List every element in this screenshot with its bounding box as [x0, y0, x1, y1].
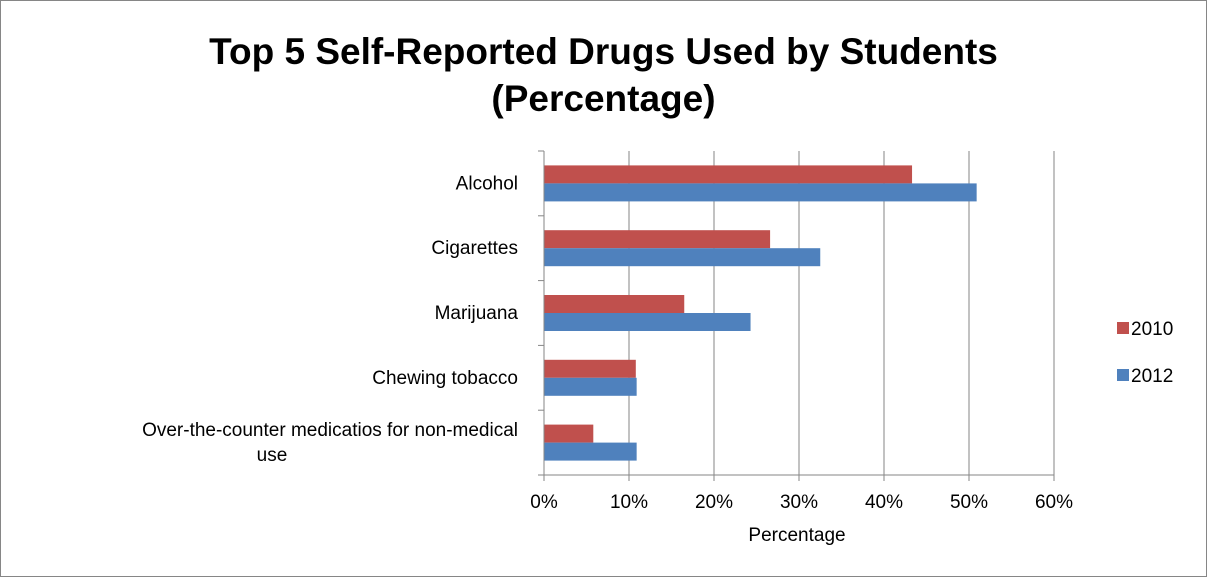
- category-label: Over-the-counter medicatios for non-medi…: [142, 420, 518, 441]
- x-tick-label: 10%: [610, 492, 648, 513]
- chart-title: Top 5 Self-Reported Drugs Used by Studen…: [0, 28, 1207, 122]
- category-label: Alcohol: [456, 173, 518, 194]
- x-tick-label: 0%: [530, 492, 558, 513]
- bar-2010-2: [544, 295, 685, 313]
- legend-label: 2010: [1131, 319, 1173, 340]
- chart-title-line-2: (Percentage): [491, 78, 716, 119]
- bar-2010-3: [544, 359, 636, 378]
- legend-swatch-2010: [1117, 322, 1129, 334]
- x-axis-title: Percentage: [748, 525, 845, 546]
- bar-2010-4: [544, 424, 594, 443]
- bar-2012-3: [544, 377, 637, 396]
- x-tick-label: 20%: [695, 492, 733, 513]
- chart-title-line-1: Top 5 Self-Reported Drugs Used by Studen…: [209, 31, 998, 72]
- category-label: use: [257, 445, 288, 466]
- bar-2012-2: [544, 313, 751, 331]
- bar-2010-0: [544, 165, 913, 184]
- legend-swatch-2012: [1117, 369, 1129, 381]
- bar-2012-4: [544, 442, 637, 461]
- x-tick-label: 60%: [1035, 492, 1073, 513]
- category-label: Cigarettes: [431, 238, 518, 259]
- legend-label: 2012: [1131, 366, 1173, 387]
- x-tick-label: 40%: [865, 492, 903, 513]
- bar-2012-0: [544, 183, 977, 202]
- category-label: Chewing tobacco: [372, 368, 518, 389]
- category-label: Marijuana: [435, 303, 519, 324]
- bar-2010-1: [544, 230, 771, 249]
- bar-2012-1: [544, 248, 821, 267]
- x-tick-label: 50%: [950, 492, 988, 513]
- x-tick-label: 30%: [780, 492, 818, 513]
